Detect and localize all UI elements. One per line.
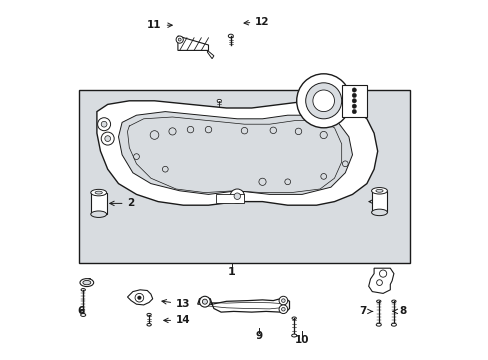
Ellipse shape (217, 99, 221, 102)
Circle shape (279, 305, 287, 314)
Ellipse shape (91, 211, 106, 217)
Circle shape (279, 296, 287, 305)
Circle shape (296, 74, 350, 128)
Circle shape (202, 299, 207, 304)
Circle shape (281, 299, 285, 302)
Circle shape (176, 36, 183, 43)
Ellipse shape (228, 34, 233, 38)
Circle shape (342, 161, 347, 167)
Text: 14: 14 (163, 315, 190, 325)
Circle shape (168, 128, 176, 135)
Text: 1: 1 (227, 267, 235, 277)
Text: 8: 8 (392, 306, 406, 316)
Text: 4: 4 (84, 278, 91, 288)
Circle shape (281, 307, 285, 311)
Circle shape (178, 38, 181, 41)
Circle shape (269, 127, 276, 134)
Ellipse shape (291, 317, 296, 320)
Circle shape (351, 104, 356, 108)
Circle shape (133, 154, 139, 159)
Ellipse shape (95, 191, 102, 194)
Circle shape (351, 88, 356, 92)
Ellipse shape (80, 279, 94, 287)
Bar (371, 191, 386, 212)
Ellipse shape (371, 209, 386, 216)
Bar (91, 193, 106, 214)
Circle shape (351, 109, 356, 114)
Ellipse shape (146, 323, 151, 326)
Text: 11: 11 (147, 20, 172, 30)
Text: 7: 7 (359, 306, 372, 316)
Circle shape (162, 166, 168, 172)
Text: 6: 6 (77, 306, 84, 316)
Circle shape (284, 179, 290, 185)
Circle shape (320, 131, 326, 139)
Ellipse shape (146, 313, 151, 316)
Ellipse shape (82, 280, 91, 285)
Polygon shape (178, 36, 208, 50)
Polygon shape (197, 297, 289, 312)
Text: 2: 2 (109, 198, 135, 208)
Circle shape (187, 126, 193, 133)
Polygon shape (118, 112, 352, 194)
Circle shape (205, 126, 211, 133)
Bar (341, 85, 366, 117)
Circle shape (199, 296, 210, 307)
Text: 10: 10 (294, 335, 309, 345)
Ellipse shape (376, 300, 380, 302)
Circle shape (104, 136, 110, 141)
Circle shape (150, 131, 159, 139)
Polygon shape (127, 290, 152, 305)
Circle shape (137, 296, 141, 300)
Ellipse shape (390, 323, 396, 326)
Circle shape (379, 270, 386, 277)
Text: 5: 5 (373, 278, 386, 288)
Text: 9: 9 (255, 330, 262, 341)
Polygon shape (97, 101, 377, 205)
Circle shape (295, 128, 301, 135)
Circle shape (101, 132, 114, 145)
Circle shape (320, 174, 326, 179)
Ellipse shape (371, 188, 386, 194)
Ellipse shape (375, 323, 381, 326)
Circle shape (135, 293, 143, 302)
Ellipse shape (91, 189, 106, 196)
Polygon shape (368, 268, 393, 293)
Circle shape (312, 90, 334, 112)
Text: 13: 13 (162, 299, 190, 309)
Circle shape (351, 99, 356, 103)
Circle shape (230, 189, 244, 203)
Ellipse shape (81, 314, 85, 316)
Text: 12: 12 (244, 17, 269, 27)
Ellipse shape (391, 300, 395, 302)
Circle shape (351, 93, 356, 98)
Bar (215, 194, 244, 203)
Circle shape (241, 127, 247, 134)
Ellipse shape (81, 289, 85, 291)
Ellipse shape (375, 189, 382, 192)
Text: 3: 3 (368, 197, 383, 207)
Bar (79, 90, 409, 263)
Circle shape (376, 280, 382, 285)
Ellipse shape (291, 334, 296, 337)
Polygon shape (207, 50, 213, 59)
Circle shape (234, 193, 240, 199)
Circle shape (305, 83, 341, 119)
Circle shape (98, 118, 110, 131)
Circle shape (101, 121, 107, 127)
Circle shape (258, 178, 265, 185)
